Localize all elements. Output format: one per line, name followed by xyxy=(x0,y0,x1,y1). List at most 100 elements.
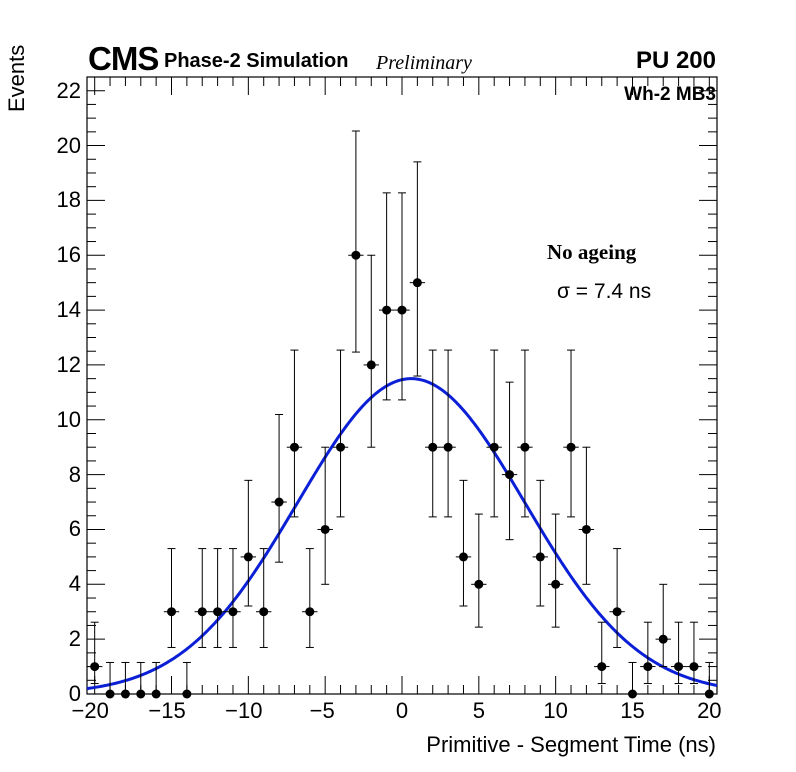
data-marker xyxy=(428,442,438,452)
data-point xyxy=(240,479,257,607)
data-marker xyxy=(120,689,130,699)
fit-curve-group xyxy=(86,377,718,691)
data-point xyxy=(317,446,333,585)
data-marker xyxy=(259,607,269,617)
data-marker xyxy=(458,552,468,562)
data-marker xyxy=(412,278,422,288)
data-marker xyxy=(213,607,223,617)
data-marker xyxy=(397,305,407,315)
data-point xyxy=(348,130,364,353)
data-point xyxy=(486,349,502,518)
y-tick-label: 0 xyxy=(68,681,81,706)
data-point xyxy=(501,381,518,541)
data-point xyxy=(332,349,349,518)
axis-ticks xyxy=(87,76,717,695)
data-point xyxy=(532,479,548,607)
x-tick-label: 5 xyxy=(472,698,485,723)
data-marker xyxy=(643,662,653,672)
data-point xyxy=(425,349,441,518)
data-points-group xyxy=(87,130,717,699)
data-marker xyxy=(228,607,238,617)
y-tick-label: 4 xyxy=(68,571,81,597)
data-marker xyxy=(105,689,115,699)
data-marker xyxy=(336,442,346,452)
data-point xyxy=(271,413,287,563)
pileup-label: PU 200 xyxy=(635,47,716,74)
data-marker xyxy=(658,634,668,644)
data-point xyxy=(670,621,687,685)
x-tick-label: −5 xyxy=(309,698,335,723)
data-marker xyxy=(167,607,177,617)
data-point xyxy=(256,548,272,648)
x-tick-label: −15 xyxy=(148,698,186,723)
data-point xyxy=(133,661,149,699)
x-tick-label: −10 xyxy=(225,698,263,723)
data-point xyxy=(594,621,610,685)
data-point xyxy=(148,661,164,699)
x-tick-label: 0 xyxy=(395,698,409,723)
x-tick-label: 20 xyxy=(697,698,722,723)
data-marker xyxy=(489,442,499,452)
data-point xyxy=(409,161,426,377)
data-point xyxy=(563,349,579,518)
y-tick-label: 12 xyxy=(56,351,81,377)
x-tick-label: 15 xyxy=(620,698,645,723)
data-point xyxy=(455,479,472,607)
status-label: Preliminary xyxy=(376,52,472,74)
data-marker xyxy=(597,662,607,672)
y-tick-label: 10 xyxy=(56,406,81,432)
data-point xyxy=(225,548,241,648)
y-tick-label: 2 xyxy=(68,626,81,652)
data-marker xyxy=(274,497,284,507)
data-marker xyxy=(520,442,530,452)
x-axis-title: Primitive - Segment Time (ns) xyxy=(426,732,716,757)
y-tick-label: 6 xyxy=(68,516,81,542)
data-marker xyxy=(581,524,591,534)
data-point xyxy=(517,349,533,518)
resolution-annotation: σ = 7.4 ns xyxy=(557,280,652,303)
y-tick-label: 8 xyxy=(68,461,81,487)
data-point xyxy=(363,254,379,448)
data-point xyxy=(578,446,595,585)
gaussian-fit-line xyxy=(86,377,718,691)
data-marker xyxy=(243,552,253,562)
data-marker xyxy=(535,552,545,562)
experiment-label: CMS xyxy=(88,40,159,77)
data-marker xyxy=(612,607,622,617)
data-marker xyxy=(197,607,207,617)
data-marker xyxy=(674,662,684,672)
data-point xyxy=(179,661,195,699)
data-point xyxy=(194,548,210,648)
x-tick-label: 10 xyxy=(543,698,568,723)
data-point xyxy=(209,548,226,648)
x-tick-label: −20 xyxy=(71,698,109,723)
data-marker xyxy=(351,250,361,260)
data-marker xyxy=(136,689,146,699)
data-point xyxy=(102,661,118,699)
data-marker xyxy=(382,305,392,315)
data-marker xyxy=(366,360,376,370)
data-point xyxy=(163,548,180,648)
data-point xyxy=(87,621,103,685)
data-marker xyxy=(320,524,330,534)
data-marker xyxy=(505,470,515,480)
condition-annotation: No ageing xyxy=(547,240,637,264)
data-point xyxy=(394,192,410,401)
y-tick-label: 20 xyxy=(56,132,81,158)
data-marker xyxy=(151,689,161,699)
data-marker xyxy=(474,579,484,589)
data-marker xyxy=(551,579,561,589)
data-marker xyxy=(182,689,192,699)
data-point xyxy=(609,548,625,648)
data-point xyxy=(117,661,134,699)
y-tick-label: 16 xyxy=(56,242,81,268)
data-marker xyxy=(566,442,576,452)
data-point xyxy=(547,513,564,628)
data-marker xyxy=(627,689,637,699)
y-axis-title: Events xyxy=(4,44,29,112)
data-marker xyxy=(443,442,453,452)
data-point xyxy=(655,583,671,668)
data-point xyxy=(640,621,656,685)
data-marker xyxy=(305,607,315,617)
